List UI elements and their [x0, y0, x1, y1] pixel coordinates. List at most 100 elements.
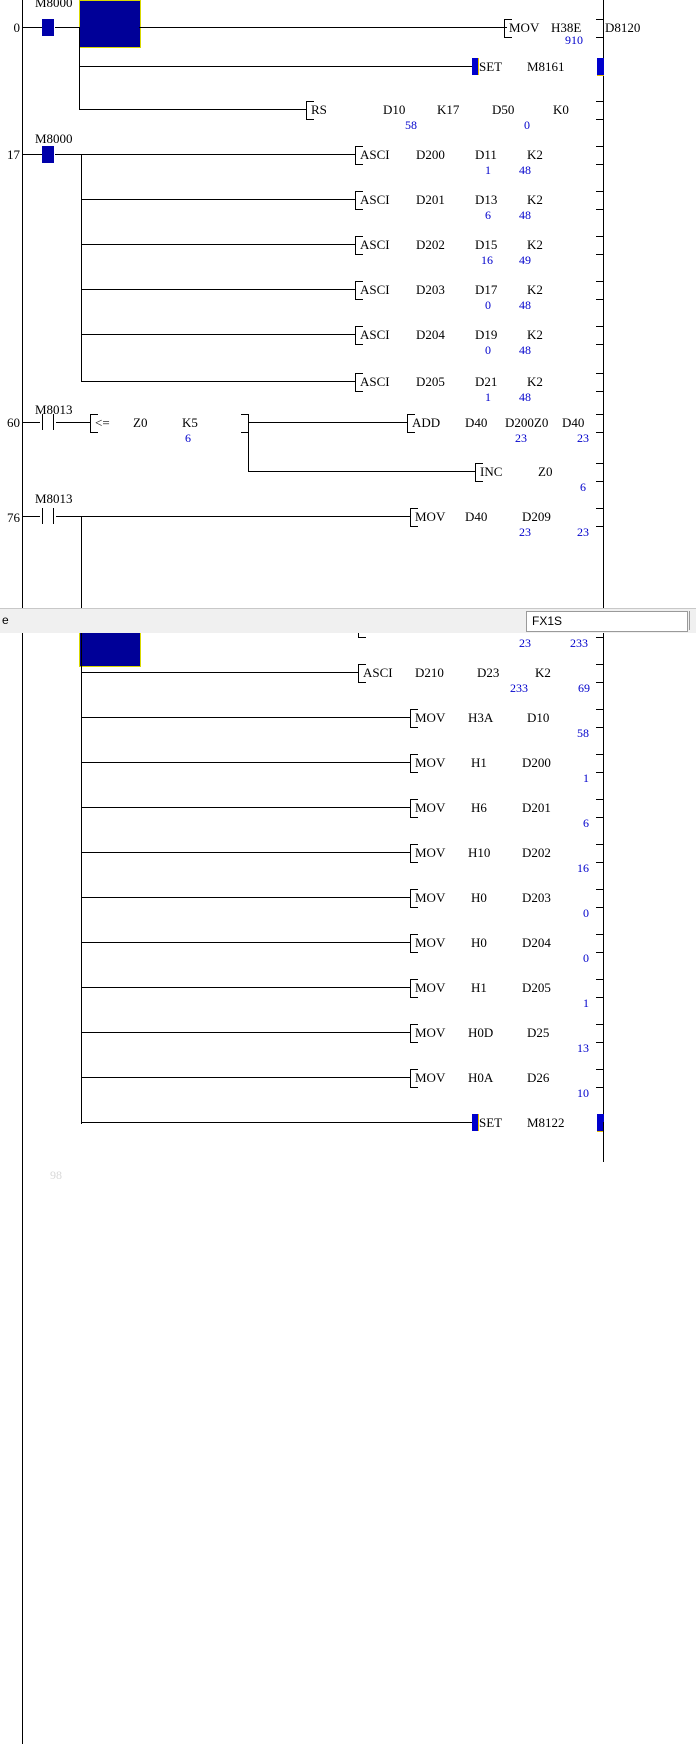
- instruction-op[interactable]: MOV: [415, 935, 446, 950]
- instruction-op[interactable]: MOV: [415, 710, 446, 725]
- instruction-operand[interactable]: D203: [416, 282, 445, 297]
- instruction-operand[interactable]: H1: [471, 755, 487, 770]
- instruction-op[interactable]: ASCI: [360, 147, 390, 162]
- instruction-op[interactable]: MOV: [415, 890, 446, 905]
- instruction-operand[interactable]: D209: [522, 509, 551, 524]
- instruction-operand[interactable]: D25: [527, 1025, 550, 1040]
- instruction-op[interactable]: MOV: [415, 755, 446, 770]
- instruction-bracket-right: [596, 664, 604, 683]
- instruction-operand[interactable]: K2: [527, 327, 543, 342]
- instruction-operand[interactable]: K17: [437, 102, 460, 117]
- instruction-operand[interactable]: D200: [522, 755, 551, 770]
- instruction-operand[interactable]: H0: [471, 935, 487, 950]
- instruction-op[interactable]: SUB: [363, 633, 388, 634]
- ladder-pane-top[interactable]: 0 M8000 MOV H38E D8120 910 SET M8161 RS …: [0, 0, 696, 608]
- instruction-op[interactable]: ASCI: [360, 237, 390, 252]
- instruction-operand[interactable]: M8122: [527, 1115, 565, 1130]
- instruction-operand[interactable]: K256: [415, 633, 444, 634]
- instruction-operand[interactable]: D10: [383, 102, 406, 117]
- instruction-operand[interactable]: D50: [492, 102, 515, 117]
- instruction-op[interactable]: ASCI: [360, 192, 390, 207]
- instruction-op[interactable]: INC: [480, 464, 503, 479]
- wire: [81, 199, 356, 200]
- instruction-operand[interactable]: H6: [471, 800, 487, 815]
- instruction-operand[interactable]: K2: [527, 147, 543, 162]
- instruction-operand[interactable]: D203: [522, 890, 551, 905]
- instruction-op[interactable]: ASCI: [360, 327, 390, 342]
- contact-m8013[interactable]: [40, 414, 56, 430]
- instruction-operand[interactable]: H10: [468, 845, 491, 860]
- instruction-operand[interactable]: K2: [527, 282, 543, 297]
- compare-op[interactable]: <=: [95, 415, 110, 430]
- instruction-operand[interactable]: D10: [527, 710, 550, 725]
- instruction-operand[interactable]: K2: [527, 192, 543, 207]
- instruction-operand[interactable]: H0A: [468, 1070, 494, 1085]
- instruction-op[interactable]: MOV: [415, 980, 446, 995]
- instruction-operand[interactable]: H0: [471, 890, 487, 905]
- instruction-bracket-left: [504, 19, 512, 38]
- instruction-operand[interactable]: Z0: [538, 464, 553, 479]
- selection-cursor[interactable]: [79, 633, 141, 667]
- instruction-operand[interactable]: D205: [416, 374, 445, 389]
- instruction-op[interactable]: MOV: [415, 1025, 446, 1040]
- status-resize-grip[interactable]: [689, 611, 696, 630]
- instruction-op[interactable]: SET: [479, 1115, 503, 1130]
- wire: [79, 66, 472, 67]
- instruction-op[interactable]: MOV: [415, 509, 446, 524]
- plc-type-field[interactable]: FX1S: [526, 611, 688, 632]
- instruction-operand[interactable]: D202: [522, 845, 551, 860]
- instruction-bracket-left: [355, 281, 363, 300]
- instruction-op[interactable]: MOV: [415, 800, 446, 815]
- instruction-op[interactable]: ADD: [412, 415, 441, 430]
- instruction-operand[interactable]: H0D: [468, 1025, 494, 1040]
- instruction-operand[interactable]: M8161: [527, 59, 565, 74]
- instruction-op[interactable]: MOV: [415, 1070, 446, 1085]
- instruction-operand[interactable]: D26: [527, 1070, 550, 1085]
- instruction-op[interactable]: ASCI: [360, 282, 390, 297]
- instruction-operand[interactable]: D200Z0: [505, 415, 549, 430]
- instruction-op[interactable]: ASCI: [363, 665, 393, 680]
- instruction-operand[interactable]: H3A: [468, 710, 494, 725]
- instruction-operand[interactable]: K2: [527, 237, 543, 252]
- contact-m8000[interactable]: [42, 19, 54, 36]
- instruction-operand[interactable]: D205: [522, 980, 551, 995]
- instruction-operand[interactable]: D204: [522, 935, 551, 950]
- instruction-operand[interactable]: D202: [416, 237, 445, 252]
- instruction-operand[interactable]: D40: [465, 415, 488, 430]
- instruction-operand[interactable]: D210: [535, 633, 564, 634]
- monitor-value: 6: [185, 431, 191, 445]
- compare-operand[interactable]: K5: [182, 415, 198, 430]
- instruction-operand[interactable]: D13: [475, 192, 498, 207]
- instruction-operand[interactable]: D40: [562, 415, 585, 430]
- instruction-operand[interactable]: D204: [416, 327, 445, 342]
- instruction-operand[interactable]: D23: [477, 665, 500, 680]
- instruction-operand[interactable]: K2: [527, 374, 543, 389]
- instruction-op[interactable]: MOV: [415, 845, 446, 860]
- instruction-operand[interactable]: D15: [475, 237, 498, 252]
- ladder-pane-bottom[interactable]: SUB K256 D209 D210 23 233 ASCI D210 D23 …: [0, 633, 696, 1744]
- instruction-operand[interactable]: K0: [553, 102, 569, 117]
- instruction-operand[interactable]: H1: [471, 980, 487, 995]
- instruction-op[interactable]: MOV: [509, 20, 540, 35]
- instruction-bracket-left: [306, 101, 314, 120]
- instruction-operand[interactable]: D21: [475, 374, 498, 389]
- compare-operand[interactable]: Z0: [133, 415, 148, 430]
- instruction-operand[interactable]: D8120: [605, 20, 641, 35]
- instruction-operand[interactable]: D17: [475, 282, 498, 297]
- instruction-operand[interactable]: D210: [415, 665, 444, 680]
- instruction-operand[interactable]: K2: [535, 665, 551, 680]
- contact-m8013[interactable]: [40, 508, 56, 524]
- instruction-op[interactable]: SET: [479, 59, 503, 74]
- instruction-operand[interactable]: D200: [416, 147, 445, 162]
- selection-cursor[interactable]: [79, 0, 141, 48]
- instruction-op[interactable]: ASCI: [360, 374, 390, 389]
- instruction-op[interactable]: RS: [311, 102, 327, 117]
- instruction-operand[interactable]: D209: [474, 633, 503, 634]
- instruction-operand[interactable]: D11: [475, 147, 497, 162]
- contact-m8000[interactable]: [42, 146, 54, 163]
- instruction-operand[interactable]: D19: [475, 327, 498, 342]
- instruction-operand[interactable]: D40: [465, 509, 488, 524]
- instruction-operand[interactable]: H38E: [551, 20, 582, 35]
- instruction-operand[interactable]: D201: [522, 800, 551, 815]
- instruction-operand[interactable]: D201: [416, 192, 445, 207]
